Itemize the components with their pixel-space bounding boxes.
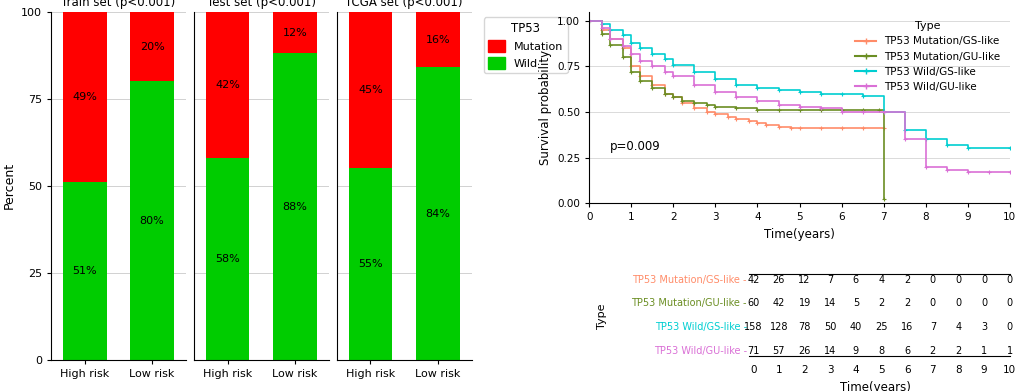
Text: 158: 158: [743, 322, 762, 332]
Bar: [273, 54, 317, 360]
Text: 19: 19: [798, 298, 810, 308]
Text: 0: 0: [955, 298, 961, 308]
Text: 0: 0: [929, 275, 935, 285]
Text: 12%: 12%: [282, 28, 307, 38]
Text: 49%: 49%: [72, 92, 97, 102]
Bar: [206, 12, 250, 158]
Text: TP53 Wild/GU-like -: TP53 Wild/GU-like -: [653, 346, 746, 356]
Bar: [130, 81, 174, 360]
Text: 128: 128: [769, 322, 788, 332]
Text: 7: 7: [826, 275, 833, 285]
Text: 4: 4: [852, 365, 858, 375]
Legend: Mutation, Wild: Mutation, Wild: [483, 17, 568, 73]
Text: 0: 0: [980, 275, 986, 285]
Text: 4: 4: [877, 275, 883, 285]
Text: 58%: 58%: [215, 254, 239, 264]
Text: 4: 4: [955, 322, 961, 332]
Text: 1: 1: [980, 346, 986, 356]
Text: 0: 0: [929, 298, 935, 308]
Text: TP53 Wild/GS-like -: TP53 Wild/GS-like -: [654, 322, 746, 332]
Text: 6: 6: [903, 365, 910, 375]
Text: 8: 8: [877, 346, 883, 356]
Bar: [206, 158, 250, 360]
Text: 1: 1: [1006, 346, 1012, 356]
Text: 2: 2: [801, 365, 807, 375]
Bar: [348, 12, 392, 168]
Text: Type: Type: [596, 303, 606, 329]
Text: 57: 57: [772, 346, 785, 356]
Y-axis label: Percent: Percent: [2, 162, 15, 209]
Text: 9: 9: [980, 365, 986, 375]
Bar: [63, 182, 107, 360]
Bar: [273, 12, 317, 54]
Text: 10: 10: [1003, 365, 1015, 375]
Y-axis label: Survival probability: Survival probability: [538, 50, 551, 165]
Text: 8: 8: [954, 365, 961, 375]
Text: Time(years): Time(years): [839, 380, 910, 391]
Text: TP53 Mutation/GU-like -: TP53 Mutation/GU-like -: [631, 298, 746, 308]
Text: 51%: 51%: [72, 266, 97, 276]
X-axis label: Time(years): Time(years): [763, 228, 835, 241]
Text: 45%: 45%: [358, 85, 382, 95]
Bar: [130, 12, 174, 81]
Text: 0: 0: [1006, 275, 1012, 285]
Text: 6: 6: [852, 275, 858, 285]
Text: 3: 3: [826, 365, 833, 375]
Text: 5: 5: [852, 298, 858, 308]
Text: 40: 40: [849, 322, 861, 332]
Text: 25: 25: [874, 322, 887, 332]
Text: 12: 12: [798, 275, 810, 285]
Bar: [416, 12, 460, 67]
Bar: [416, 67, 460, 360]
Text: 0: 0: [980, 298, 986, 308]
Text: 20%: 20%: [140, 41, 164, 52]
Text: 9: 9: [852, 346, 858, 356]
Text: 6: 6: [903, 346, 909, 356]
Legend: TP53 Mutation/GS-like, TP53 Mutation/GU-like, TP53 Wild/GS-like, TP53 Wild/GU-li: TP53 Mutation/GS-like, TP53 Mutation/GU-…: [850, 17, 1004, 96]
Text: 2: 2: [955, 346, 961, 356]
Text: 42%: 42%: [215, 80, 239, 90]
Text: TP53 Mutation/GS-like -: TP53 Mutation/GS-like -: [632, 275, 746, 285]
Text: 14: 14: [823, 298, 836, 308]
Text: 2: 2: [928, 346, 935, 356]
Text: 1: 1: [774, 365, 782, 375]
Text: 80%: 80%: [140, 215, 164, 226]
Text: 2: 2: [877, 298, 883, 308]
Bar: [63, 12, 107, 182]
Text: 2: 2: [903, 275, 909, 285]
Text: 0: 0: [749, 365, 756, 375]
Text: 78: 78: [798, 322, 810, 332]
Text: 7: 7: [928, 322, 935, 332]
Text: p=0.009: p=0.009: [609, 140, 660, 152]
Text: 42: 42: [772, 298, 785, 308]
Text: 84%: 84%: [425, 208, 449, 219]
Text: 7: 7: [928, 365, 935, 375]
Text: 0: 0: [1006, 298, 1012, 308]
Text: 60: 60: [747, 298, 759, 308]
Text: 55%: 55%: [358, 259, 382, 269]
Text: 16%: 16%: [425, 34, 449, 45]
Title: Test set (p<0.001): Test set (p<0.001): [207, 0, 316, 9]
Text: 16: 16: [900, 322, 912, 332]
Text: 26: 26: [798, 346, 810, 356]
Text: 5: 5: [877, 365, 884, 375]
Bar: [348, 168, 392, 360]
Text: 26: 26: [772, 275, 785, 285]
Text: 0: 0: [955, 275, 961, 285]
Title: Train set (p<0.001): Train set (p<0.001): [61, 0, 175, 9]
Text: 88%: 88%: [282, 202, 307, 212]
Text: 50: 50: [823, 322, 836, 332]
Text: 14: 14: [823, 346, 836, 356]
Text: 0: 0: [1006, 322, 1012, 332]
Text: 2: 2: [903, 298, 909, 308]
Text: 71: 71: [746, 346, 759, 356]
Title: TCGA set (p<0.001): TCGA set (p<0.001): [345, 0, 463, 9]
Text: 3: 3: [980, 322, 986, 332]
Text: 42: 42: [746, 275, 759, 285]
